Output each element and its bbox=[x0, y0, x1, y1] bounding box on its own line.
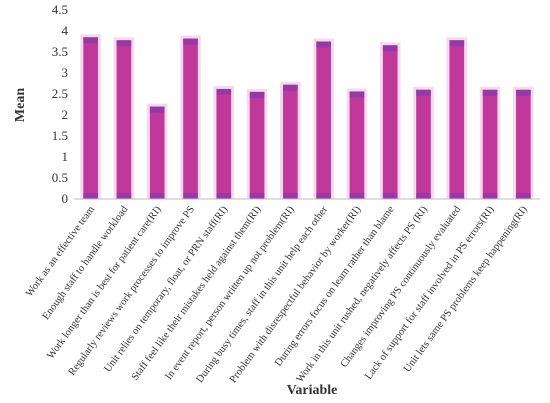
x-tick-label: Unit lets same PS problems keep happenin… bbox=[402, 204, 530, 375]
bar-top-band bbox=[516, 89, 531, 96]
bar-base-band bbox=[216, 193, 232, 199]
bar-body bbox=[116, 40, 132, 199]
bar bbox=[146, 103, 168, 199]
bar-base-band bbox=[183, 193, 198, 199]
y-tick-label: 3 bbox=[62, 65, 69, 80]
bar-top-band bbox=[116, 40, 132, 47]
bar bbox=[346, 88, 368, 199]
bar bbox=[113, 37, 135, 199]
y-axis-title: Mean bbox=[13, 88, 28, 122]
bar-top-band bbox=[283, 84, 298, 91]
bar-top-band bbox=[349, 91, 365, 98]
y-tick-label: 4.5 bbox=[52, 2, 68, 17]
bar-body bbox=[316, 41, 331, 199]
bar-base-band bbox=[416, 193, 431, 199]
bar-top-band bbox=[183, 38, 198, 45]
bar-base-band bbox=[283, 193, 298, 199]
x-tick-label: Unit relies on temporary, float, or PRN … bbox=[102, 204, 230, 375]
bar-base-band bbox=[382, 193, 398, 199]
bar-body bbox=[249, 91, 265, 199]
x-tick-label: During errors focus on learn rather than… bbox=[273, 204, 397, 369]
bar-body bbox=[149, 106, 165, 199]
bar-body bbox=[83, 37, 98, 199]
bar-top-band bbox=[216, 88, 232, 95]
bar-top-band bbox=[449, 40, 465, 47]
bar-body bbox=[482, 89, 498, 199]
bar-top-band bbox=[249, 91, 265, 98]
bar-body bbox=[516, 89, 531, 199]
bar-body bbox=[416, 89, 431, 199]
bar bbox=[80, 34, 101, 199]
bar-body bbox=[216, 88, 232, 199]
bar bbox=[446, 37, 468, 199]
bar-top-band bbox=[83, 37, 98, 44]
bar-top-band bbox=[316, 41, 331, 48]
bar-body bbox=[349, 91, 365, 199]
y-tick-label: 3.5 bbox=[52, 44, 68, 59]
bar-base-band bbox=[116, 193, 132, 199]
y-tick-label: 1.5 bbox=[52, 128, 68, 143]
bar bbox=[513, 86, 534, 199]
x-tick-label: Lack of support for staff involved in PS… bbox=[363, 204, 497, 382]
y-tick-label: 2 bbox=[62, 107, 69, 122]
bar-body bbox=[183, 38, 198, 200]
bar bbox=[379, 42, 401, 199]
y-tick-label: 0 bbox=[62, 191, 69, 206]
bar-base-band bbox=[482, 193, 498, 199]
bar bbox=[413, 86, 434, 199]
bar-base-band bbox=[516, 193, 531, 199]
bar-top-band bbox=[149, 106, 165, 113]
y-tick-label: 1 bbox=[62, 149, 69, 164]
bar-base-band bbox=[149, 193, 165, 199]
bars bbox=[80, 34, 534, 200]
bar-base-band bbox=[349, 193, 365, 199]
bar-base-band bbox=[449, 193, 465, 199]
x-tick-label: Regularly reviews work processes to impr… bbox=[67, 204, 197, 378]
bar-base-band bbox=[249, 193, 265, 199]
bar bbox=[180, 35, 201, 200]
bar bbox=[246, 88, 268, 199]
bar-top-band bbox=[382, 45, 398, 52]
bar bbox=[479, 86, 501, 199]
y-axis-ticks: 0 0.5 1 1.5 2 2.5 3 3.5 4 4.5 bbox=[52, 2, 69, 206]
bar bbox=[313, 38, 334, 199]
y-tick-label: 2.5 bbox=[52, 86, 68, 101]
bar-body bbox=[449, 40, 465, 199]
bar-body bbox=[283, 84, 298, 199]
bar-top-band bbox=[482, 89, 498, 96]
bar-base-band bbox=[316, 193, 331, 199]
bar-base-band bbox=[83, 193, 98, 199]
y-tick-label: 4 bbox=[62, 23, 69, 38]
bar-top-band bbox=[416, 89, 431, 96]
bar bbox=[213, 85, 235, 199]
x-axis-title: Variable bbox=[287, 383, 338, 398]
y-tick-label: 0.5 bbox=[52, 170, 68, 185]
x-tick-label: Changes improving PS continuously evalua… bbox=[339, 204, 464, 370]
bar bbox=[280, 81, 301, 199]
bar-body bbox=[382, 45, 398, 199]
